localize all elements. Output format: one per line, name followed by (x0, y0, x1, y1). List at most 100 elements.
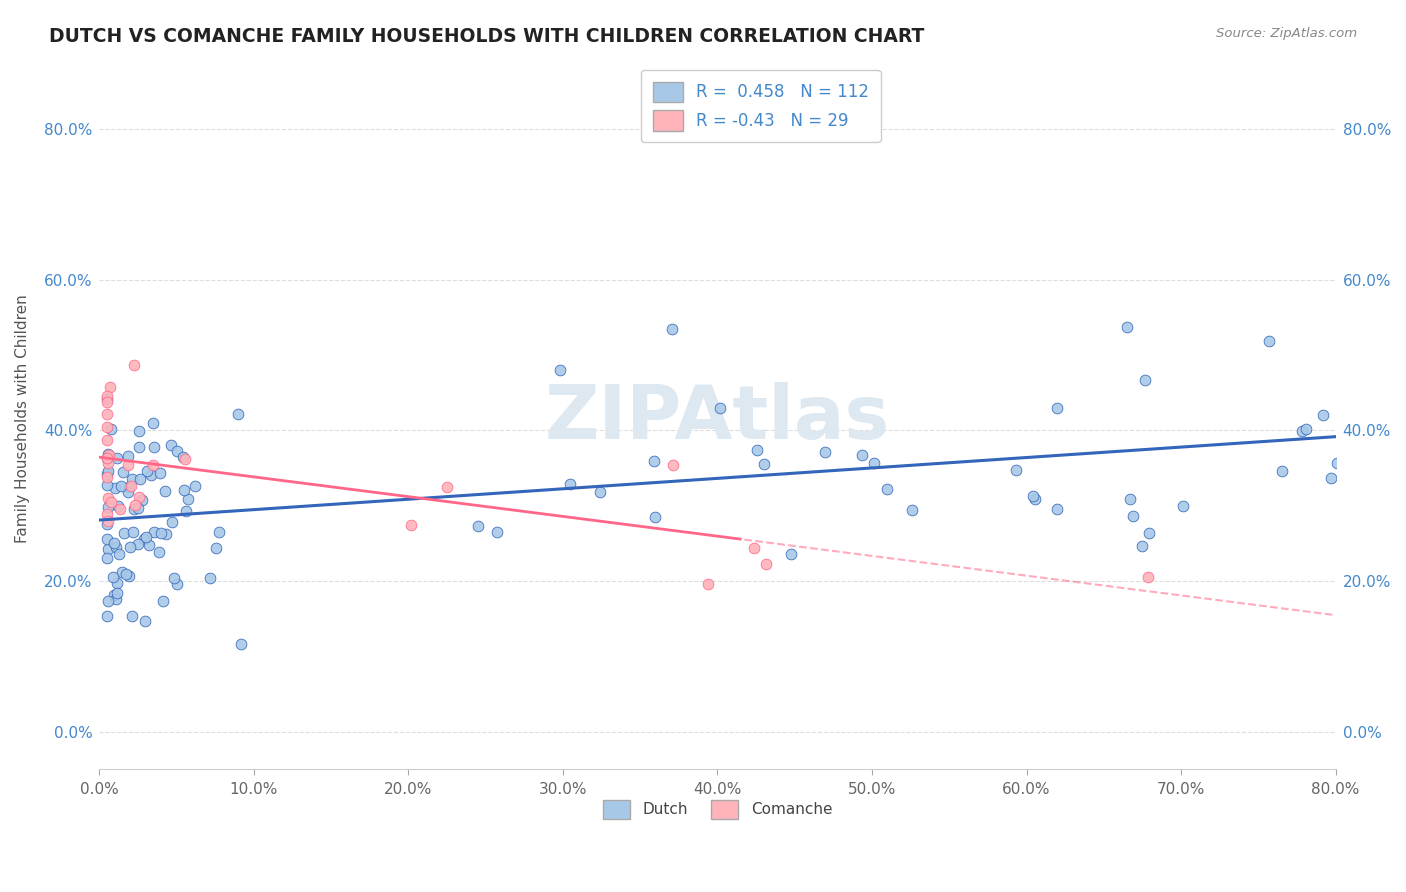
Y-axis label: Family Households with Children: Family Households with Children (15, 294, 30, 543)
Point (173, 451, 195, 466)
Point (661, 458, 683, 473)
Point (98, 380, 121, 394)
Point (127, 537, 149, 551)
Point (135, 530, 157, 544)
Point (1005, 463, 1028, 477)
Point (105, 586, 128, 600)
Point (115, 567, 138, 582)
Point (486, 524, 509, 539)
Point (149, 525, 172, 540)
Point (121, 608, 143, 623)
Point (110, 479, 132, 493)
Point (105, 591, 128, 606)
Point (97, 594, 120, 608)
Point (96, 450, 118, 465)
Point (96, 550, 118, 565)
Point (231, 637, 253, 651)
Point (1295, 422, 1317, 436)
Point (177, 491, 200, 506)
Point (1133, 373, 1156, 387)
Point (204, 541, 226, 556)
Point (148, 544, 170, 558)
Point (135, 464, 157, 478)
Text: DUTCH VS COMANCHE FAMILY HOUSEHOLDS WITH CHILDREN CORRELATION CHART: DUTCH VS COMANCHE FAMILY HOUSEHOLDS WITH… (49, 27, 925, 45)
Point (876, 482, 898, 496)
Point (98, 448, 121, 462)
Text: ZIPAtlas: ZIPAtlas (546, 383, 890, 456)
Point (96, 392, 118, 406)
Point (149, 466, 172, 480)
Point (1326, 456, 1348, 470)
Point (228, 407, 250, 421)
Point (1118, 491, 1140, 506)
Point (105, 576, 128, 591)
Point (96, 469, 118, 483)
Point (742, 541, 765, 555)
Point (96, 608, 118, 623)
Point (548, 362, 571, 376)
Point (851, 449, 873, 463)
Point (709, 401, 731, 416)
Point (159, 438, 181, 452)
Point (96, 516, 118, 531)
Point (97, 491, 120, 506)
Point (162, 571, 184, 585)
Point (589, 484, 612, 499)
Point (103, 588, 125, 602)
Point (1116, 320, 1139, 334)
Point (111, 465, 134, 479)
Point (152, 594, 174, 608)
Point (105, 541, 128, 555)
Point (117, 484, 139, 499)
Point (173, 483, 195, 498)
Point (560, 477, 582, 491)
Point (128, 424, 150, 438)
Point (118, 569, 141, 583)
Point (134, 614, 156, 628)
Point (745, 443, 768, 458)
Point (696, 576, 718, 591)
Point (1136, 570, 1159, 584)
Point (122, 359, 145, 373)
Point (124, 498, 146, 512)
Point (96, 419, 118, 434)
Point (142, 524, 165, 539)
Point (1046, 502, 1069, 516)
Point (172, 450, 194, 464)
Point (153, 484, 176, 499)
Point (112, 525, 135, 540)
Point (1121, 508, 1143, 523)
Point (200, 571, 222, 585)
Point (97, 447, 120, 461)
Point (160, 515, 183, 529)
Point (436, 480, 458, 494)
Point (118, 540, 141, 554)
Point (166, 443, 188, 458)
Point (467, 519, 489, 533)
Point (1130, 539, 1153, 553)
Point (128, 440, 150, 454)
Point (96, 450, 118, 465)
Point (120, 479, 142, 493)
Legend: Dutch, Comanche: Dutch, Comanche (596, 794, 838, 825)
Point (105, 451, 128, 466)
Point (142, 440, 165, 454)
Point (183, 478, 205, 492)
Point (122, 502, 145, 516)
Point (814, 445, 837, 459)
Point (97, 457, 120, 471)
Point (155, 526, 177, 541)
Point (96, 507, 118, 521)
Point (1291, 424, 1313, 438)
Point (100, 495, 122, 509)
Point (96, 477, 118, 491)
Point (1171, 499, 1194, 513)
Point (138, 538, 160, 552)
Point (96, 433, 118, 447)
Point (754, 458, 776, 472)
Point (1137, 526, 1160, 541)
Point (128, 472, 150, 486)
Point (101, 570, 124, 584)
Point (127, 500, 149, 515)
Point (108, 547, 131, 561)
